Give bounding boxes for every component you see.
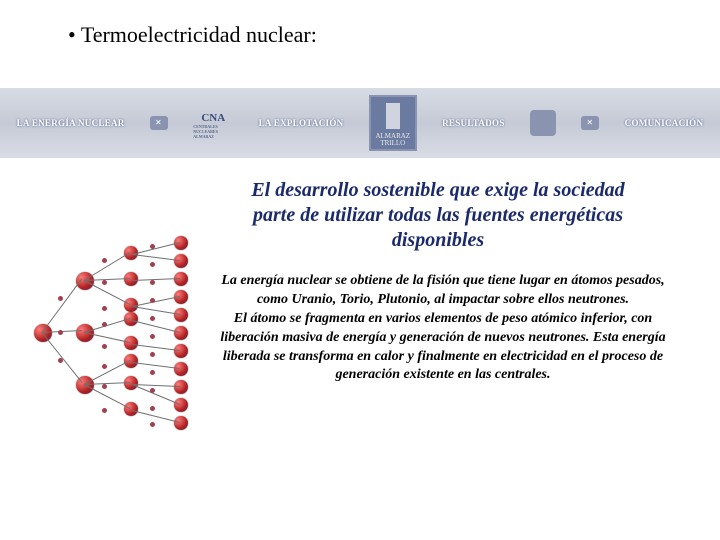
nav-item-comunicacion[interactable]: COMUNICACIÓN (625, 118, 704, 128)
title-text: Termoelectricidad nuclear: (81, 22, 317, 47)
nucleus-node (174, 308, 188, 322)
cna-logo: CNA CENTRALES NUCLEARES ALMARAZ (193, 112, 233, 134)
neutron-dot (102, 322, 107, 327)
neutron-dot (150, 334, 155, 339)
neutron-dot (102, 408, 107, 413)
neutron-dot (102, 258, 107, 263)
neutron-dot (150, 262, 155, 267)
fission-edge (132, 410, 180, 423)
headline-text: El desarrollo sostenible que exige la so… (228, 178, 648, 253)
fission-edge (84, 280, 130, 305)
neutron-dot (102, 384, 107, 389)
bullet: • (68, 22, 81, 47)
neutron-dot (102, 280, 107, 285)
fission-edge (132, 384, 180, 405)
neutron-dot (102, 344, 107, 349)
fission-edge (84, 384, 130, 409)
fission-edge (132, 242, 180, 255)
neutron-dot (150, 422, 155, 427)
neutron-dot (150, 298, 155, 303)
fission-edge (132, 296, 180, 307)
fission-edge (132, 344, 180, 351)
fission-edge (132, 320, 180, 333)
cna-sub: CENTRALES NUCLEARES ALMARAZ (193, 124, 233, 139)
fission-edge (132, 362, 180, 369)
neutron-dot (150, 370, 155, 375)
slide-title: • Termoelectricidad nuclear: (68, 22, 317, 48)
nav-item-energia[interactable]: LA ENERGÍA NUCLEAR (17, 118, 125, 128)
neutron-dot (150, 388, 155, 393)
nav-label: COMUNICACIÓN (625, 118, 704, 128)
neutron-dot (58, 358, 63, 363)
cna-text: CNA (201, 112, 225, 124)
nucleus-node (174, 344, 188, 358)
neutron-dot (150, 316, 155, 321)
neutron-dot (58, 330, 63, 335)
nucleus-node (174, 362, 188, 376)
neutron-dot (150, 352, 155, 357)
neutron-dot (102, 306, 107, 311)
neutron-dot (150, 244, 155, 249)
envelope-icon (581, 116, 599, 130)
nucleus-node (174, 326, 188, 340)
fission-edge (132, 306, 180, 315)
fission-diagram (28, 232, 208, 432)
nucleus-node (124, 402, 138, 416)
center-label2: TRILLO (380, 140, 405, 147)
fission-edge (132, 278, 180, 281)
nucleus-node (124, 336, 138, 350)
tower-icon (386, 103, 400, 129)
fission-edge (42, 332, 83, 383)
nucleus-node (174, 380, 188, 394)
neutron-dot (150, 280, 155, 285)
fission-edge (42, 278, 83, 333)
nav-label: LA ENERGÍA NUCLEAR (17, 118, 125, 128)
body-text: La energía nuclear se obtiene de la fisi… (218, 272, 668, 385)
nucleus-node (174, 398, 188, 412)
nav-label: LA EXPLOTACIÓN (259, 118, 344, 128)
nucleus-node (174, 254, 188, 268)
nav-item-resultados[interactable]: RESULTADOS (442, 118, 505, 128)
neutron-dot (58, 296, 63, 301)
center-logo: ALMARAZ TRILLO (369, 95, 417, 151)
fission-edge (132, 254, 180, 261)
nucleus-node (174, 416, 188, 430)
envelope-icon (150, 116, 168, 130)
nav-item-explotacion[interactable]: LA EXPLOTACIÓN (259, 118, 344, 128)
nav-label: RESULTADOS (442, 118, 505, 128)
neutron-dot (150, 406, 155, 411)
neutron-dot (102, 364, 107, 369)
nav-bar: LA ENERGÍA NUCLEAR CNA CENTRALES NUCLEAR… (0, 88, 720, 158)
small-logo (530, 110, 556, 136)
